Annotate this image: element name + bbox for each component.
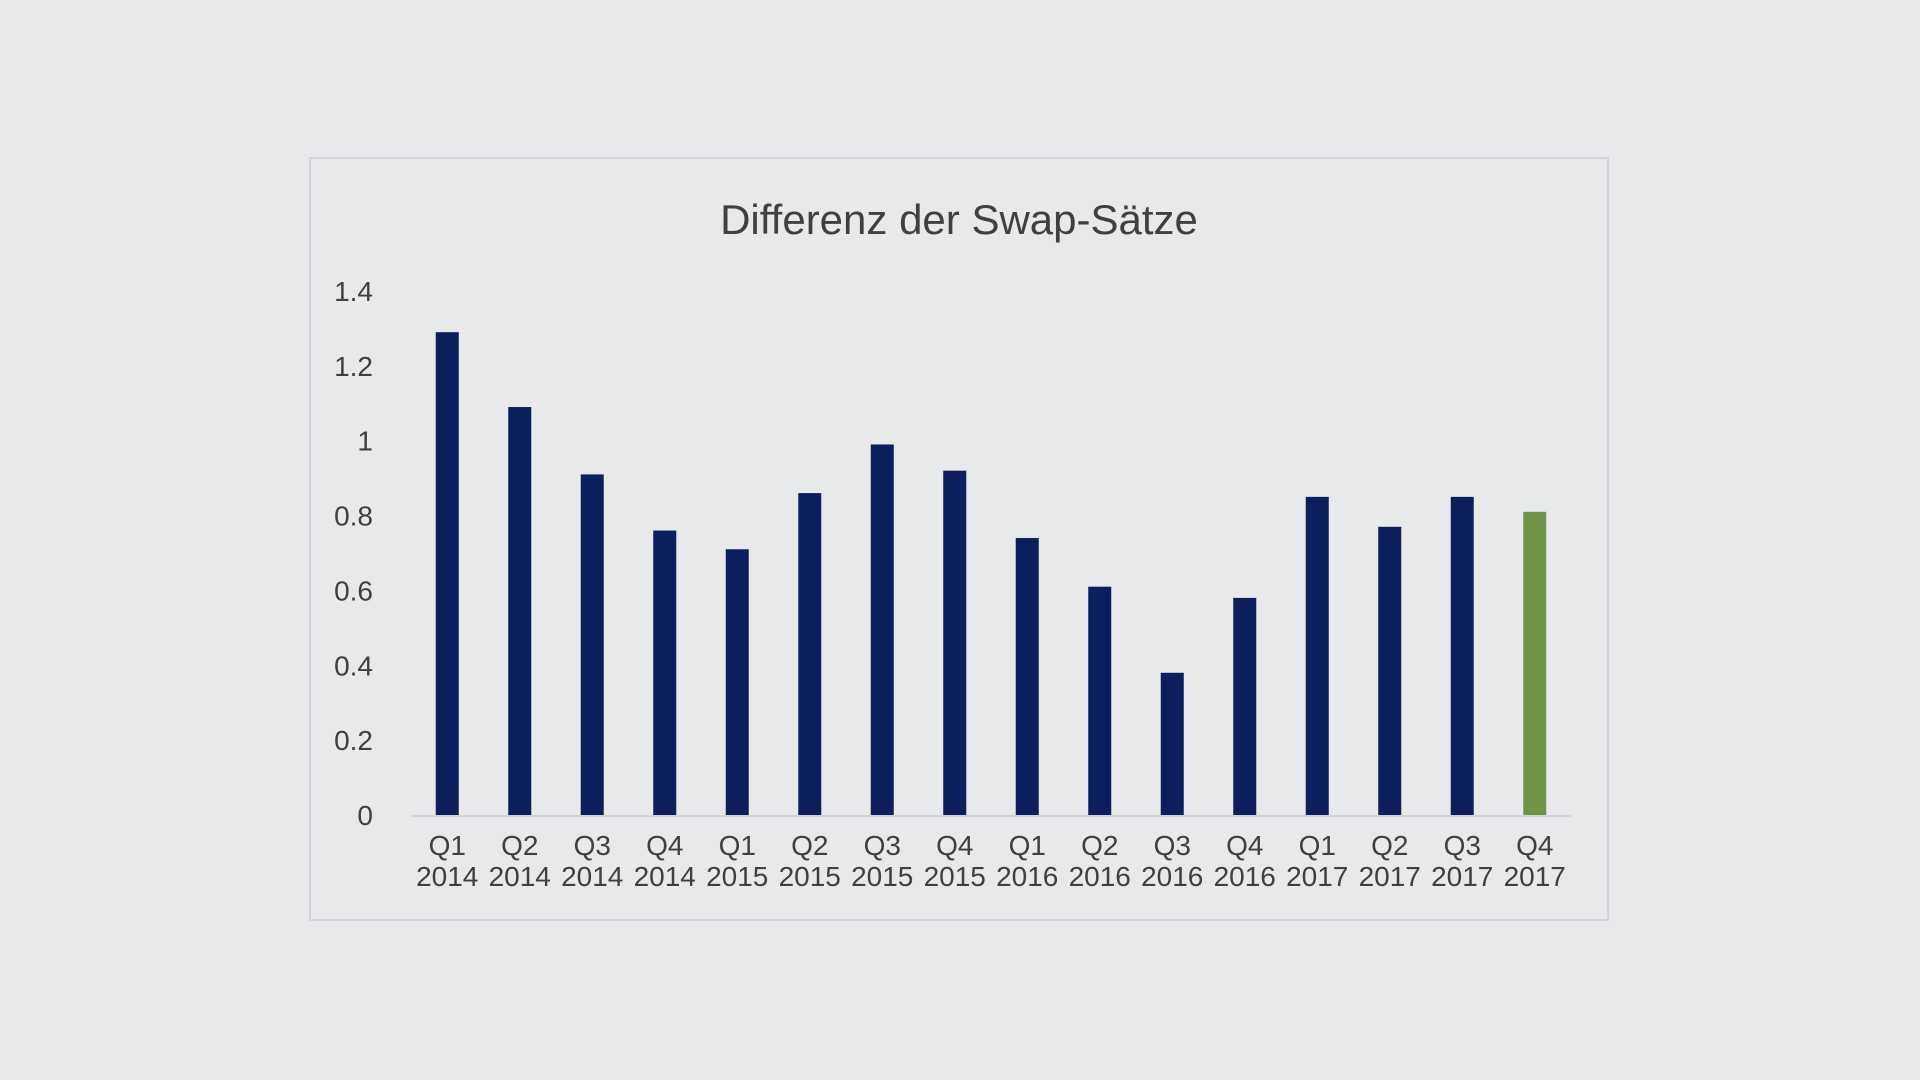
x-tick-label: 2017 xyxy=(1359,861,1421,892)
x-tick-label: Q3 xyxy=(1154,830,1191,861)
x-tick-label: Q1 xyxy=(719,830,756,861)
bar xyxy=(798,493,822,815)
y-tick-label: 1.2 xyxy=(334,351,373,382)
x-tick-label: 2016 xyxy=(1069,861,1131,892)
x-tick-label: Q1 xyxy=(1299,830,1336,861)
bar xyxy=(1160,672,1184,815)
bar xyxy=(435,332,459,815)
x-tick-label: Q2 xyxy=(791,830,828,861)
x-tick-label: 2015 xyxy=(779,861,841,892)
y-tick-label: 1.4 xyxy=(334,276,373,307)
bar xyxy=(653,530,677,815)
x-tick-label: 2014 xyxy=(489,861,551,892)
x-tick-label: Q4 xyxy=(1516,830,1553,861)
y-axis-ticks: 0 0.2 0.4 0.6 0.8 1 1.2 1.4 xyxy=(334,276,373,831)
chart-title: Differenz der Swap-Sätze xyxy=(720,196,1198,243)
x-tick-label: Q1 xyxy=(429,830,466,861)
bar xyxy=(1305,496,1329,815)
chart-frame: Differenz der Swap-Sätze 0 0.2 0.4 0.6 0.8 1 1… xyxy=(309,157,1609,921)
bar xyxy=(943,470,967,815)
bar xyxy=(1450,496,1474,815)
x-tick-label: Q3 xyxy=(864,830,901,861)
bars xyxy=(435,332,1547,815)
x-tick-label: 2017 xyxy=(1286,861,1348,892)
x-tick-label: 2016 xyxy=(1214,861,1276,892)
x-tick-label: 2015 xyxy=(851,861,913,892)
bar xyxy=(508,407,532,815)
x-tick-label: Q2 xyxy=(1371,830,1408,861)
y-tick-label: 0.6 xyxy=(334,575,373,606)
x-tick-label: 2014 xyxy=(561,861,623,892)
x-tick-label: Q1 xyxy=(1009,830,1046,861)
y-tick-label: 1 xyxy=(357,426,373,457)
x-tick-label: Q3 xyxy=(574,830,611,861)
bar xyxy=(1088,586,1112,815)
y-tick-label: 0.4 xyxy=(334,650,373,681)
bar xyxy=(870,444,894,815)
x-tick-label: Q3 xyxy=(1444,830,1481,861)
x-tick-label: 2015 xyxy=(924,861,986,892)
x-tick-label: Q2 xyxy=(501,830,538,861)
x-axis-labels: Q12014Q22014Q32014Q42014Q12015Q22015Q320… xyxy=(416,830,1566,892)
x-tick-label: 2016 xyxy=(996,861,1058,892)
y-tick-label: 0 xyxy=(357,800,373,831)
bar xyxy=(1233,597,1257,815)
bar xyxy=(1378,526,1402,815)
bar xyxy=(725,549,749,815)
x-tick-label: Q4 xyxy=(936,830,973,861)
x-tick-label: Q4 xyxy=(646,830,683,861)
x-tick-label: Q2 xyxy=(1081,830,1118,861)
bar xyxy=(1015,538,1039,815)
x-tick-label: 2014 xyxy=(634,861,696,892)
y-tick-label: 0.8 xyxy=(334,501,373,532)
x-tick-label: 2017 xyxy=(1431,861,1493,892)
x-tick-label: 2015 xyxy=(706,861,768,892)
x-tick-label: Q4 xyxy=(1226,830,1263,861)
x-tick-label: 2016 xyxy=(1141,861,1203,892)
bar xyxy=(580,474,604,815)
x-tick-label: 2014 xyxy=(416,861,478,892)
bar xyxy=(1523,511,1547,815)
x-tick-label: 2017 xyxy=(1504,861,1566,892)
y-tick-label: 0.2 xyxy=(334,725,373,756)
bar-chart: Differenz der Swap-Sätze 0 0.2 0.4 0.6 0.8 1 1… xyxy=(334,196,1571,892)
